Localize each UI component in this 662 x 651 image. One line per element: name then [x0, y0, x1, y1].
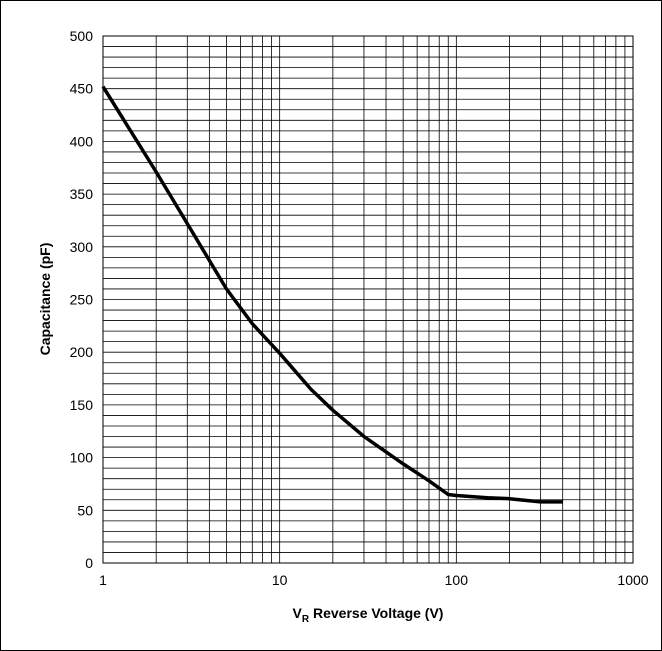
- x-axis-title: VR Reverse Voltage (V): [293, 605, 444, 625]
- y-tick-label: 300: [70, 239, 94, 255]
- y-axis-title: Capacitance (pF): [37, 243, 53, 356]
- x-tick-label: 100: [445, 572, 469, 588]
- x-tick-label: 1000: [617, 572, 648, 588]
- grid: [103, 36, 633, 563]
- tick-labels: 0 50 100 150 200 250 300 350 400 450 500 1 10 100 1000: [70, 28, 649, 588]
- y-tick-label: 100: [70, 450, 94, 466]
- y-tick-label: 0: [85, 555, 93, 571]
- x-axis-title-sub: R: [302, 614, 310, 625]
- x-axis-title-rest: Reverse Voltage (V): [309, 605, 443, 621]
- x-tick-label: 10: [272, 572, 288, 588]
- data-marks: [101, 85, 563, 504]
- y-tick-label: 450: [70, 81, 94, 97]
- y-tick-label: 250: [70, 292, 94, 308]
- y-tick-label: 50: [77, 502, 93, 518]
- plot-area-border: [102, 35, 634, 564]
- x-tick-label: 1: [99, 572, 107, 588]
- x-axis-title-main: V: [293, 605, 303, 621]
- y-tick-label: 500: [70, 28, 94, 44]
- y-tick-label: 200: [70, 344, 94, 360]
- y-tick-label: 150: [70, 397, 94, 413]
- y-tick-label: 350: [70, 186, 94, 202]
- y-tick-label: 400: [70, 133, 94, 149]
- capacitance-curve: [101, 85, 563, 504]
